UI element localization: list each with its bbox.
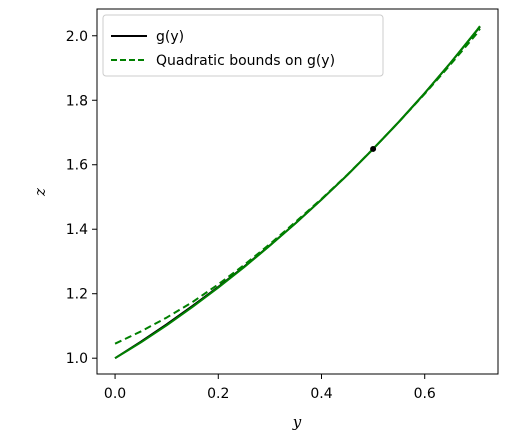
legend-box — [102, 14, 384, 77]
x-axis-label: y — [292, 413, 302, 431]
y-tick-label: 1.4 — [66, 222, 88, 238]
legend-label-quadratic-bounds: Quadratic bounds on g(y) — [156, 53, 335, 69]
y-axis-label: z — [31, 188, 49, 197]
y-tick-label: 1.0 — [66, 351, 88, 367]
points-layer — [370, 145, 377, 152]
x-tick-label: 0.4 — [310, 386, 332, 402]
legend-label-g: g(y) — [156, 29, 184, 45]
y-tick-label: 2.0 — [66, 29, 88, 45]
series-quadratic-lower-bound-line — [114, 25, 481, 360]
x-tick-label: 0.6 — [414, 386, 436, 402]
axes-frame — [96, 8, 499, 375]
y-tick-label: 1.8 — [66, 93, 88, 109]
tangent-point-marker — [370, 145, 377, 152]
x-axis-ticks: 0.0 0.2 0.4 0.6 — [104, 374, 436, 402]
x-tick-label: 0.0 — [104, 386, 126, 402]
y-tick-label: 1.6 — [66, 158, 88, 174]
y-axis-ticks: 1.0 1.2 1.4 1.6 1.8 2.0 — [66, 29, 97, 367]
series-layer — [114, 25, 481, 360]
y-tick-label: 1.2 — [66, 287, 88, 303]
legend: g(y) Quadratic bounds on g(y) — [102, 14, 384, 77]
x-tick-label: 0.2 — [207, 386, 229, 402]
plot-area — [96, 8, 499, 375]
